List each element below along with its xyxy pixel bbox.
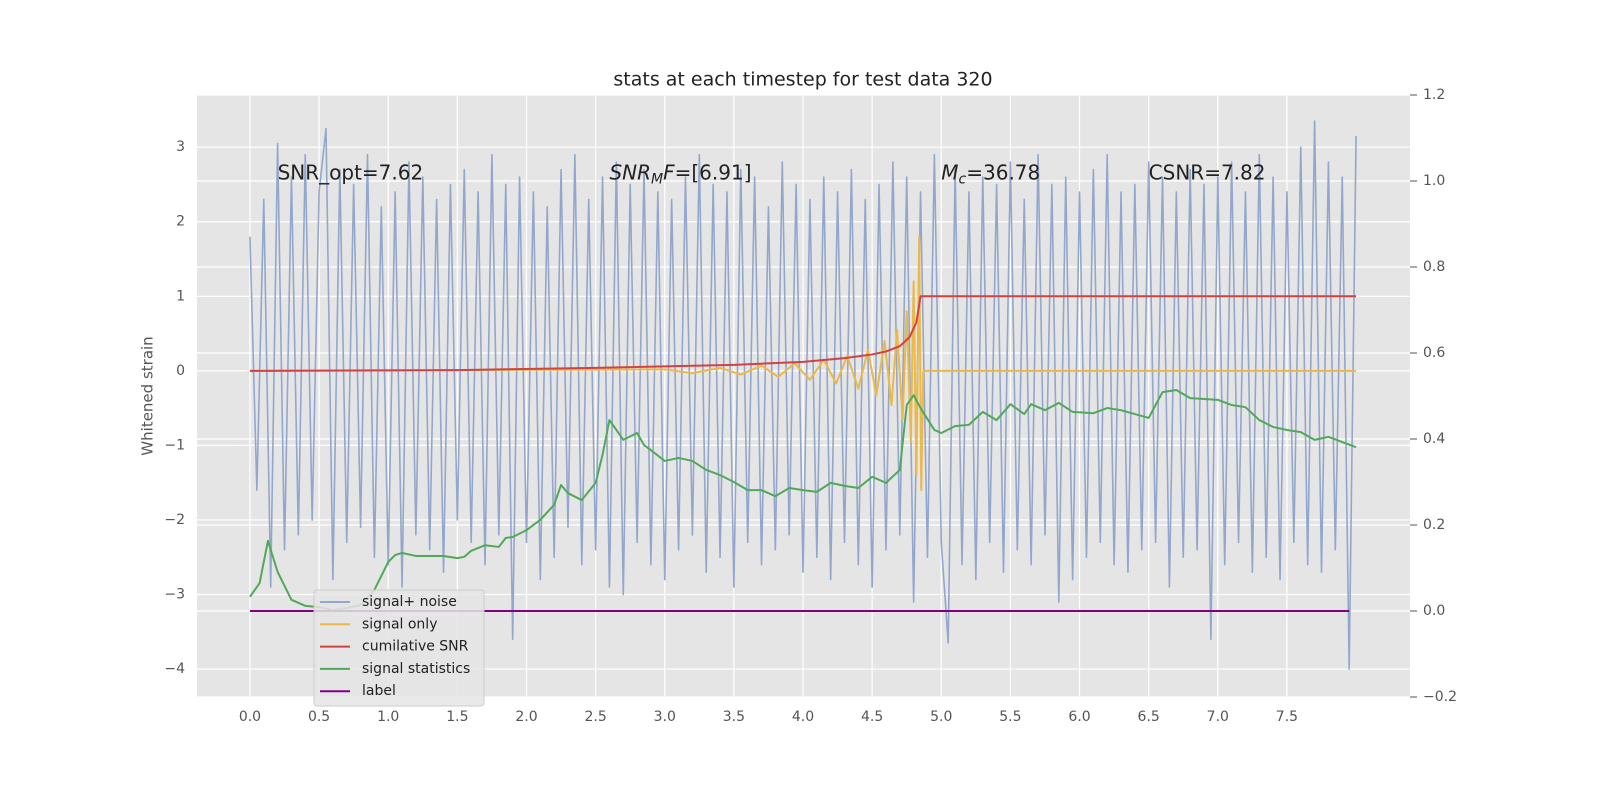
annotation-part: c xyxy=(959,171,967,187)
y2-tick-label: 0.2 xyxy=(1423,517,1445,533)
annotation-part: F xyxy=(663,160,675,184)
annotation-part: SNR xyxy=(609,160,651,184)
x-tick-label: 6.0 xyxy=(1068,709,1090,725)
annotation-part: SNR_opt=7.62 xyxy=(278,160,424,184)
x-tick-label: 6.5 xyxy=(1138,709,1160,725)
annotation: CSNR=7.82 xyxy=(1149,160,1266,184)
y-tick-label: −4 xyxy=(164,661,185,677)
y-tick-label: −3 xyxy=(164,586,185,602)
y2-tick-label: 1.2 xyxy=(1423,87,1445,103)
y-tick-label: 1 xyxy=(176,288,185,304)
y2-tick-label: 0.0 xyxy=(1423,603,1445,619)
x-tick-label: 7.5 xyxy=(1276,709,1298,725)
x-tick-label: 5.0 xyxy=(930,709,952,725)
y-tick-label: −2 xyxy=(164,512,185,528)
series-line xyxy=(249,235,1357,492)
y2-tick-label: 1.0 xyxy=(1423,173,1445,189)
x-tick-label: 3.0 xyxy=(654,709,676,725)
legend-label: signal statistics xyxy=(362,661,470,677)
legend-box xyxy=(313,589,485,707)
y-axis-label: Whitened strain xyxy=(139,336,157,455)
annotation-part: =[6.91] xyxy=(675,160,752,184)
x-tick-label: 5.5 xyxy=(999,709,1021,725)
x-tick-label: 2.5 xyxy=(584,709,606,725)
series-line xyxy=(249,295,1357,372)
annotation-part: CSNR=7.82 xyxy=(1149,160,1266,184)
y-tick-label: 2 xyxy=(176,214,185,230)
legend-label: cumilative SNR xyxy=(362,639,469,655)
chart-title: stats at each timestep for test data 320 xyxy=(613,69,992,91)
legend-label: signal+ noise xyxy=(362,594,457,610)
y2-tick-label: 0.8 xyxy=(1423,259,1445,275)
x-tick-label: 3.5 xyxy=(723,709,745,725)
legend-label: signal only xyxy=(362,616,437,632)
y2-tick-label: −0.2 xyxy=(1423,689,1457,705)
y2-tick-label: 0.4 xyxy=(1423,431,1445,447)
annotation-part: M xyxy=(941,160,958,184)
series-line xyxy=(249,120,1357,670)
x-tick-label: 0.5 xyxy=(308,709,330,725)
x-tick-label: 4.0 xyxy=(792,709,814,725)
annotation: Mc=36.78 xyxy=(941,160,1040,188)
x-tick-label: 7.0 xyxy=(1207,709,1229,725)
annotation-part: =36.78 xyxy=(966,160,1040,184)
foreground: 0.0 0.5 1.0 1.5 2.0 2.5 3.0 3.5 4.0 4.5 5.0 5.5 6.0 6… xyxy=(164,87,1457,725)
annotation: SNRMF=[6.91] xyxy=(609,160,751,188)
annotation: SNR_opt=7.62 xyxy=(278,160,424,184)
x-tick-label: 0.0 xyxy=(239,709,261,725)
x-tick-label: 2.0 xyxy=(515,709,537,725)
x-tick-label: 4.5 xyxy=(861,709,883,725)
x-tick-label: 1.0 xyxy=(377,709,399,725)
y2-tick-label: 0.6 xyxy=(1423,345,1445,361)
y-tick-label: 3 xyxy=(176,139,185,155)
y-tick-label: −1 xyxy=(164,437,185,453)
legend-label: label xyxy=(362,683,396,699)
x-tick-label: 1.5 xyxy=(446,709,468,725)
y-tick-label: 0 xyxy=(176,363,185,379)
series-line xyxy=(249,388,1357,612)
annotation-part: M xyxy=(651,171,663,187)
